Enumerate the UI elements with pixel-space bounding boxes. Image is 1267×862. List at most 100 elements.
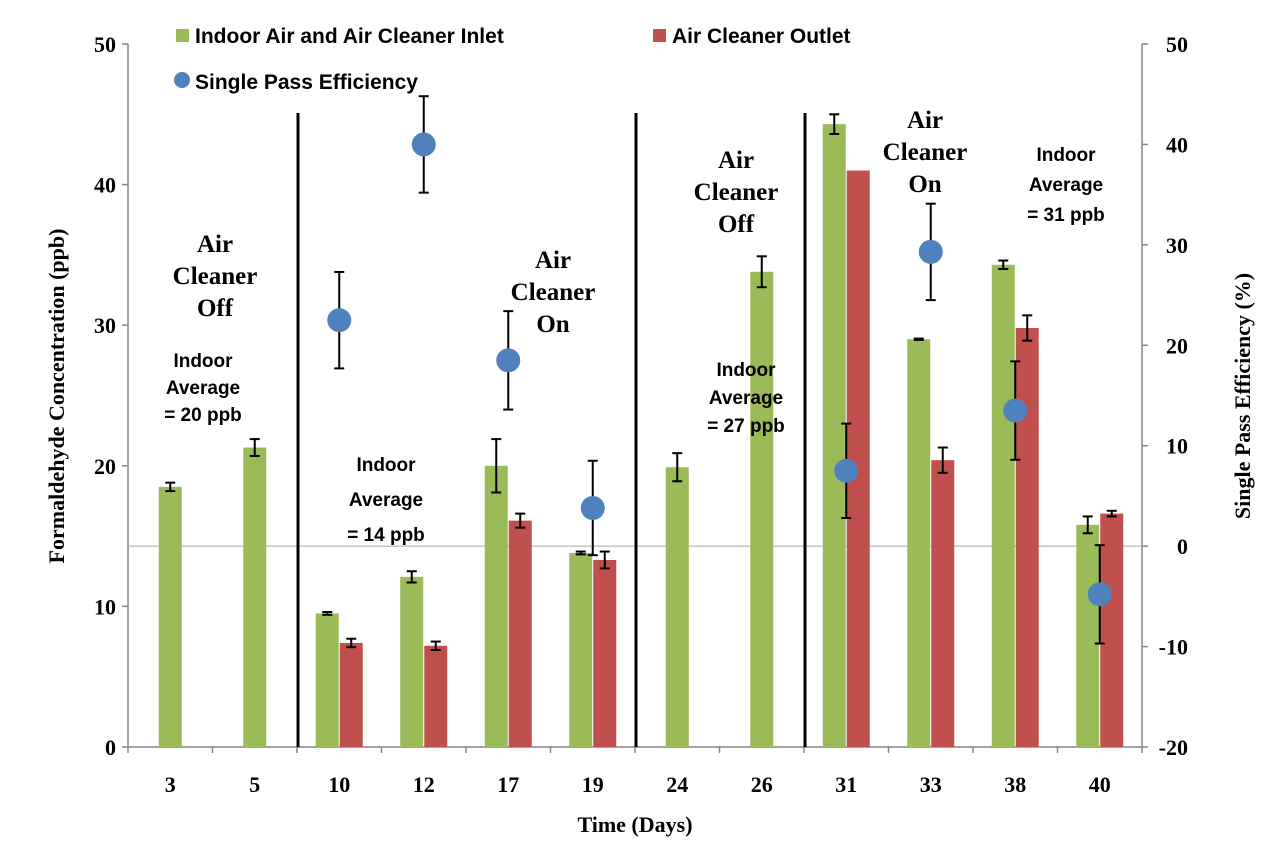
annotation-line: Air [535, 247, 571, 274]
annotation-line: Air [197, 231, 233, 258]
annotation-line: Cleaner [511, 279, 596, 306]
bar-inlet [569, 552, 593, 747]
x-tick-label: 38 [1004, 772, 1026, 797]
annotation-line: Average [1029, 175, 1103, 196]
bar-outlet [424, 645, 448, 747]
error-bars-layer [165, 113, 1117, 651]
annotation-line: Cleaner [173, 263, 258, 290]
x-tick-label: 40 [1089, 772, 1111, 797]
bar-inlet [907, 339, 931, 747]
y-tick-label: 0 [105, 735, 116, 760]
y-tick-label: 30 [94, 313, 116, 338]
efficiency-point [411, 132, 436, 157]
annotation-label: Indoor Average = 14 ppb [347, 455, 425, 546]
annotation-line: On [908, 171, 941, 198]
annotation-line: Air [718, 147, 754, 174]
legend-label-efficiency: Single Pass Efficiency [195, 71, 418, 94]
x-tick-label: 17 [497, 772, 519, 797]
bar-inlet [1076, 524, 1100, 747]
y2-tick-label: 40 [1166, 132, 1188, 157]
bar-outlet [1015, 328, 1039, 747]
y-tick-label: 20 [94, 454, 116, 479]
phase-dividers [296, 113, 807, 747]
y2-tick-label: 10 [1166, 434, 1188, 459]
x-tick-label: 19 [582, 772, 604, 797]
efficiency-point [834, 458, 859, 483]
annotation-line: = 27 ppb [707, 416, 785, 437]
x-tick-label: 12 [413, 772, 435, 797]
annotation-line: Air [907, 107, 943, 134]
annotation-line: Off [718, 211, 755, 238]
bar-inlet [822, 124, 846, 748]
annotation-line: Off [197, 295, 234, 322]
bar-inlet [400, 576, 424, 747]
y2-tick-label: -20 [1159, 735, 1188, 760]
bar-inlet [243, 447, 267, 747]
bar-outlet [1100, 513, 1124, 747]
legend-label-outlet: Air Cleaner Outlet [672, 25, 851, 48]
y-tick-label: 40 [94, 173, 116, 198]
annotation-line: On [536, 311, 569, 338]
annotation-label: Indoor Average = 27 ppb [707, 360, 785, 437]
annotation-label: Indoor Average = 31 ppb [1027, 145, 1105, 226]
x-tick-label: 31 [835, 772, 857, 797]
annotation-line: Cleaner [883, 139, 968, 166]
annotation-line: Cleaner [694, 179, 779, 206]
bar-inlet [158, 486, 182, 747]
x-tick-label: 33 [920, 772, 942, 797]
bar-outlet [508, 520, 532, 747]
y2-tick-label: 20 [1166, 333, 1188, 358]
x-tick-label: 26 [751, 772, 773, 797]
annotation-line: = 20 ppb [164, 405, 242, 426]
efficiency-point [327, 308, 352, 333]
bar-outlet [931, 460, 955, 747]
bar-inlet [665, 467, 689, 747]
bar-outlet [846, 170, 870, 748]
efficiency-point [580, 495, 605, 520]
annotation-label: Air Cleaner On [883, 107, 968, 198]
annotation-line: Average [709, 388, 783, 409]
y2-tick-label: 50 [1166, 32, 1188, 57]
bar-inlet [750, 271, 774, 747]
annotation-line: = 14 ppb [347, 525, 425, 546]
x-tick-label: 3 [165, 772, 176, 797]
bar-inlet [991, 264, 1015, 747]
bars-layer [158, 124, 1124, 748]
legend-swatch-inlet [176, 29, 189, 42]
y-tick-label: 10 [94, 594, 116, 619]
bar-outlet [593, 560, 617, 747]
annotation-line: = 31 ppb [1027, 205, 1105, 226]
y2-axis-title: Single Pass Efficiency (%) [1230, 273, 1255, 519]
annotation-label: Air Cleaner On [511, 247, 596, 338]
legend-swatch-efficiency [174, 72, 190, 88]
legend-label-inlet: Indoor Air and Air Cleaner Inlet [195, 25, 504, 48]
x-axis-title: Time (Days) [577, 812, 692, 837]
bar-inlet [315, 613, 339, 747]
annotation-line: Indoor [716, 360, 776, 381]
x-tick-label: 5 [249, 772, 260, 797]
y-axis-title: Formaldehyde Concentration (ppb) [44, 229, 69, 564]
annotation-line: Indoor [1036, 145, 1096, 166]
x-tick-label: 10 [328, 772, 350, 797]
legend-swatch-outlet [653, 29, 666, 42]
bar-inlet [484, 465, 508, 747]
annotation-label: Indoor Average = 20 ppb [164, 351, 242, 426]
annotation-line: Indoor [173, 351, 233, 372]
annotation-line: Average [349, 490, 423, 511]
efficiency-point [1087, 582, 1112, 607]
y2-tick-label: -10 [1159, 635, 1188, 660]
efficiency-points-layer [327, 95, 1112, 645]
annotation-line: Indoor [356, 455, 416, 476]
legend: Indoor Air and Air Cleaner Inlet Air Cle… [174, 25, 851, 94]
efficiency-point [918, 239, 943, 264]
efficiency-point [496, 348, 521, 373]
x-tick-label: 24 [666, 772, 688, 797]
efficiency-point [1003, 398, 1028, 423]
y-tick-label: 50 [94, 32, 116, 57]
annotation-label: Air Cleaner Off [694, 147, 779, 238]
bar-outlet [339, 642, 363, 747]
y2-tick-label: 30 [1166, 233, 1188, 258]
annotation-line: Average [166, 378, 240, 399]
